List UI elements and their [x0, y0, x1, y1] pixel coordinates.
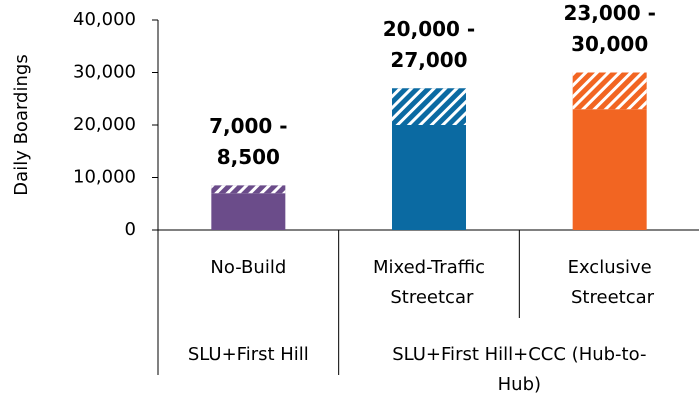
value-label: 23,000 - [563, 1, 655, 25]
bar-fill [211, 193, 286, 230]
x-tick-label: Exclusive Streetcar [565, 257, 654, 308]
bar-segment [392, 125, 466, 230]
bar-segment [211, 185, 286, 194]
y-tick-label: 20,000 [73, 114, 136, 135]
y-tick-label: 40,000 [73, 9, 136, 30]
group-label: SLU+First Hill [188, 344, 309, 365]
y-tick-label: 0 [125, 219, 136, 240]
value-label: 7,000 - [209, 114, 288, 138]
value-label: 8,500 [217, 145, 280, 169]
bar-fill [572, 109, 647, 230]
value-label: 27,000 [390, 48, 467, 72]
y-tick-label: 10,000 [73, 167, 136, 188]
y-axis-title: Daily Boardings [11, 54, 32, 195]
bar-hatch [572, 72, 647, 110]
x-tick-label: No-Build [210, 257, 286, 278]
value-label: 30,000 [571, 32, 648, 56]
group-label: SLU+First Hill+CCC (Hub-to- [392, 344, 646, 365]
bar-fill [392, 125, 466, 230]
group-label: Hub) [498, 374, 541, 395]
bar-hatch [392, 88, 466, 125]
bar-segment [572, 72, 647, 110]
bar-segment [572, 109, 647, 230]
bar-segment [211, 193, 286, 230]
value-label: 20,000 - [383, 17, 475, 41]
y-tick-label: 30,000 [73, 62, 136, 83]
bar-segment [392, 88, 466, 125]
bar-hatch [211, 185, 286, 194]
x-tick-label: Mixed-Traffic Streetcar [373, 257, 485, 308]
